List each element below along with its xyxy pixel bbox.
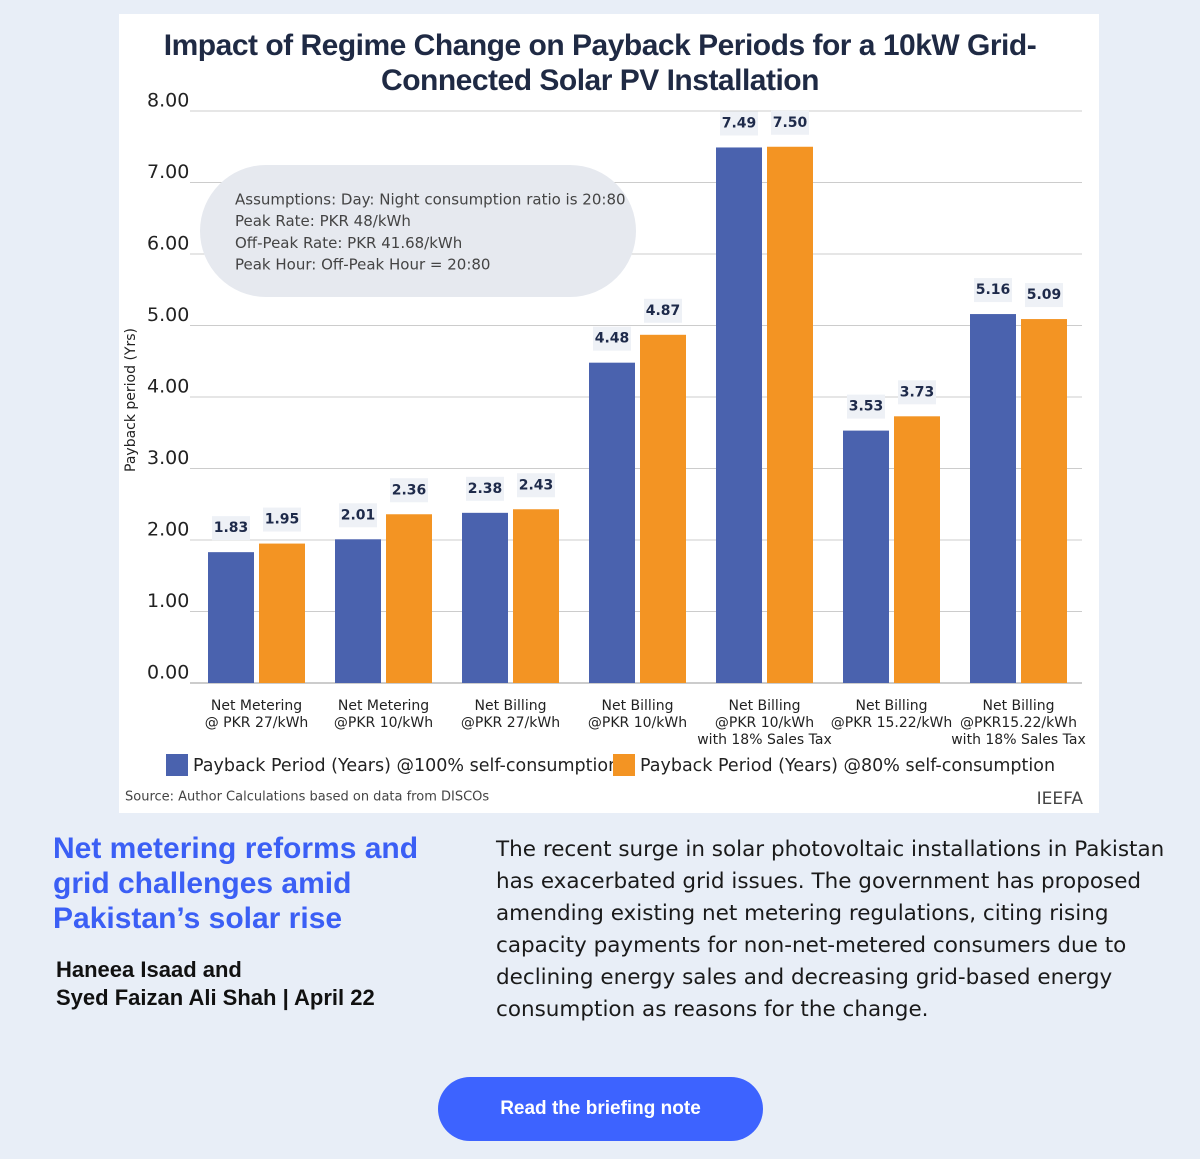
headline: Net metering reforms and grid challenges… <box>53 832 419 935</box>
y-tick-label: 2.00 <box>147 519 189 541</box>
value-label-bg <box>644 298 682 323</box>
value-label: 1.95 <box>265 512 300 528</box>
x-tick-label: Net Billing @PKR 10/kWh with 18% Sales T… <box>697 698 832 748</box>
value-label: 4.48 <box>595 331 630 347</box>
bar <box>208 552 254 683</box>
annotation-line: Assumptions: Day: Night consumption rati… <box>235 191 626 209</box>
bar <box>462 512 508 683</box>
legend-label: Payback Period (Years) @100% self-consum… <box>193 756 619 776</box>
x-tick-label: Net Billing @PKR15.22/kWh with 18% Sales… <box>951 698 1086 748</box>
bar <box>716 147 762 684</box>
y-tick-label: 5.00 <box>147 304 189 326</box>
y-tick-label: 7.00 <box>147 161 189 183</box>
chart-title: Impact of Regime Change on Payback Perio… <box>163 29 1037 97</box>
value-label: 2.01 <box>341 507 376 523</box>
byline: Haneea Isaad and Syed Faizan Ali Shah | … <box>56 957 375 1010</box>
x-tick-label: Net Billing @PKR 10/kWh <box>587 698 688 731</box>
source: Source: Author Calculations based on dat… <box>125 790 489 805</box>
value-label: 7.50 <box>773 115 808 131</box>
bar <box>894 416 940 683</box>
bar <box>1021 319 1067 683</box>
value-label-bg <box>593 326 631 351</box>
brand: IEEFA <box>1037 789 1084 809</box>
annotation-line: Peak Hour: Off-Peak Hour = 20:80 <box>235 256 490 274</box>
x-tick-label: Net Billing @PKR 15.22/kWh <box>830 698 953 731</box>
y-tick-label: 3.00 <box>147 447 189 469</box>
bar <box>259 543 305 683</box>
annotation-box <box>200 165 636 297</box>
bar <box>970 314 1016 683</box>
bar <box>335 539 381 683</box>
bar <box>589 362 635 683</box>
legend-label: Payback Period (Years) @80% self-consump… <box>640 756 1055 776</box>
chart: 0.00 1.00 2.00 3.00 4.00 5.00 6.00 7.00 8.00 Payb… <box>123 90 1084 810</box>
bar <box>513 509 559 683</box>
x-tick-label: Net Metering @PKR 10/kWh <box>333 698 434 731</box>
value-label-bg <box>898 380 936 405</box>
bar <box>843 430 889 683</box>
y-tick-label: 8.00 <box>147 90 189 112</box>
x-tick-label: Net Billing @PKR 27/kWh <box>460 698 561 731</box>
value-label: 5.09 <box>1027 287 1062 303</box>
value-label-bg <box>720 111 758 136</box>
value-label-bg <box>771 110 809 135</box>
y-axis-label: Payback period (Yrs) <box>123 328 139 472</box>
value-label-bg <box>339 503 377 528</box>
value-label-bg <box>974 278 1012 303</box>
y-tick-label: 4.00 <box>147 376 189 398</box>
value-label: 2.38 <box>468 481 503 497</box>
value-label: 2.43 <box>519 477 554 493</box>
annotation-line: Peak Rate: PKR 48/kWh <box>235 212 411 230</box>
legend-swatch <box>613 754 635 776</box>
value-label-bg <box>390 478 428 503</box>
legend-swatch <box>166 754 188 776</box>
value-label-bg <box>212 516 250 541</box>
value-label: 2.36 <box>392 482 427 498</box>
value-label: 1.83 <box>214 520 249 536</box>
value-label-bg <box>847 394 885 419</box>
value-label: 7.49 <box>722 115 757 131</box>
annotation-line: Off-Peak Rate: PKR 41.68/kWh <box>235 234 462 252</box>
y-tick-label: 1.00 <box>147 590 189 612</box>
value-label: 4.87 <box>646 303 681 319</box>
value-label: 5.16 <box>976 282 1011 298</box>
bar <box>386 514 432 683</box>
value-label-bg <box>466 476 504 501</box>
value-label-bg <box>263 507 301 532</box>
y-tick-label: 6.00 <box>147 233 189 255</box>
body-text: The recent surge in solar photovoltaic i… <box>496 837 1165 1022</box>
x-tick-label: Net Metering @ PKR 27/kWh <box>204 698 309 731</box>
value-label-bg <box>1025 283 1063 308</box>
read-button[interactable]: Read the briefing note <box>438 1077 763 1141</box>
value-label-bg <box>517 473 555 498</box>
bar <box>767 146 813 683</box>
bar <box>640 334 686 683</box>
y-tick-label: 0.00 <box>147 662 189 684</box>
value-label: 3.73 <box>900 384 935 400</box>
value-label: 3.53 <box>849 399 884 415</box>
